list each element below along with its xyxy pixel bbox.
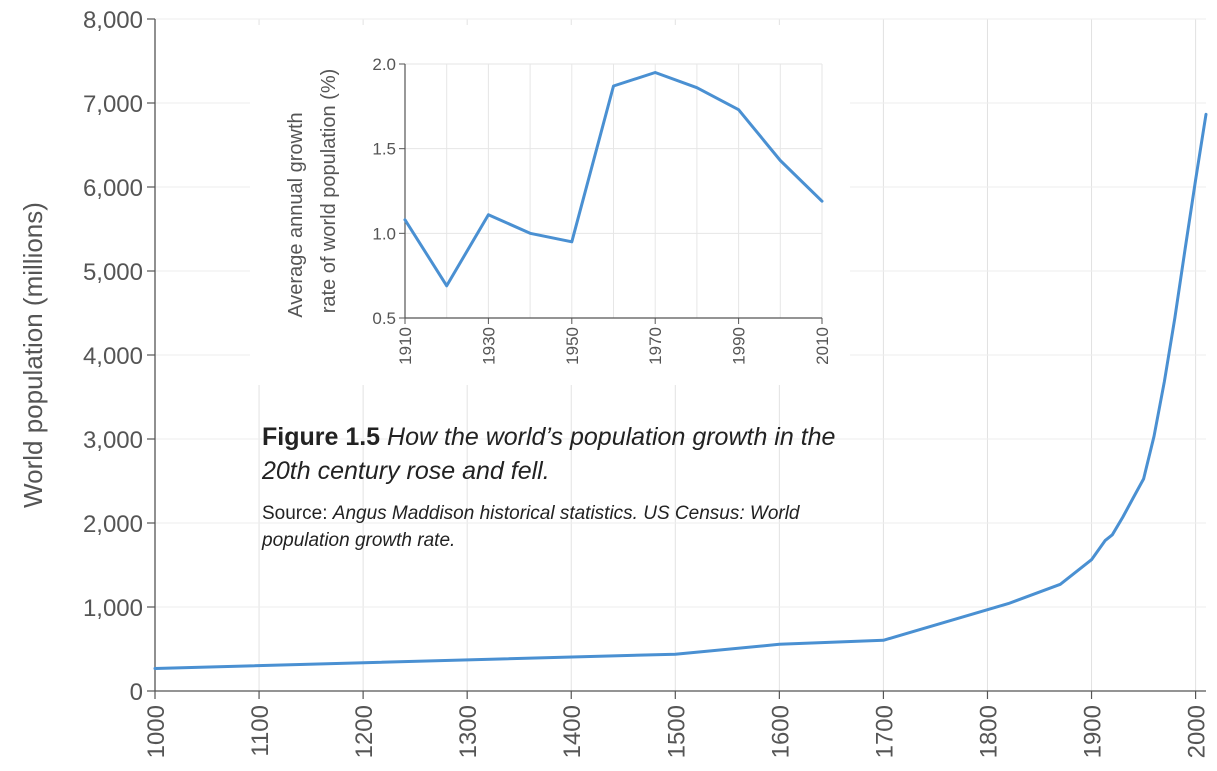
inset-x-tick-label: 1970 (646, 327, 665, 365)
main-x-tick-label: 1500 (663, 705, 690, 758)
caption-source: Source: Angus Maddison historical statis… (262, 500, 882, 554)
inset-x-tick-label: 2010 (813, 327, 832, 365)
main-y-tick-label: 3,000 (83, 427, 143, 454)
inset-y-tick-label: 1.0 (372, 224, 396, 243)
main-y-tick-label: 0 (130, 679, 143, 706)
main-y-tick-label: 8,000 (83, 7, 143, 34)
main-x-tick-label: 1400 (559, 705, 586, 758)
main-x-tick-label: 1600 (767, 705, 794, 758)
main-x-tick-label: 1100 (247, 705, 274, 757)
caption-title: Figure 1.5 How the world’s population gr… (262, 420, 882, 488)
main-y-tick-label: 2,000 (83, 511, 143, 538)
inset-y-tick-label: 1.5 (372, 140, 396, 159)
inset-y-axis-title-line2: rate of world population (%) (318, 69, 340, 314)
main-y-tick-label: 1,000 (83, 595, 143, 622)
main-y-tick-label: 6,000 (83, 175, 143, 202)
inset-x-tick-label: 1950 (563, 327, 582, 365)
source-label: Source: (262, 503, 333, 524)
inset-y-tick-label: 0.5 (372, 309, 396, 328)
inset-series-line (403, 71, 824, 288)
inset-chart-series (403, 71, 824, 288)
main-x-tick-label: 1200 (351, 705, 378, 758)
inset-chart-axes: 0.5 1.0 1.5 2.0 1910 1930 1950 1970 1990 2010 Aver… (285, 55, 832, 365)
main-x-tick-label: 1300 (455, 705, 482, 758)
main-y-axis-title: World population (millions) (18, 202, 48, 508)
main-y-tick-label: 4,000 (83, 343, 143, 370)
inset-y-tick-label: 2.0 (372, 55, 396, 74)
main-x-tick-label: 1000 (143, 705, 170, 758)
main-x-tick-label: 1900 (1080, 705, 1107, 758)
main-chart-series (153, 112, 1208, 670)
main-series-line (153, 112, 1208, 670)
inset-backdrop (250, 25, 850, 385)
inset-x-tick-label: 1930 (479, 327, 498, 365)
main-x-tick-label: 1800 (975, 705, 1002, 758)
main-x-tick-label: 1700 (871, 705, 898, 758)
main-y-tick-label: 7,000 (83, 91, 143, 118)
figure-description: How the world’s population growth in the… (262, 423, 836, 485)
main-chart-axes: 0 1,000 2,000 3,000 4,000 5,000 6,000 7,000 8,00… (18, 7, 1211, 758)
source-text: Angus Maddison historical statistics. US… (262, 503, 800, 551)
inset-x-tick-label: 1910 (396, 327, 415, 365)
figure-caption: Figure 1.5 How the world’s population gr… (262, 420, 882, 554)
main-x-tick-label: 2000 (1184, 705, 1211, 758)
inset-y-axis-title-line1: Average annual growth (285, 112, 307, 317)
main-y-tick-label: 5,000 (83, 259, 143, 286)
figure-label: Figure 1.5 (262, 423, 381, 451)
inset-x-tick-label: 1990 (730, 327, 749, 365)
inset-chart-background (250, 25, 850, 385)
